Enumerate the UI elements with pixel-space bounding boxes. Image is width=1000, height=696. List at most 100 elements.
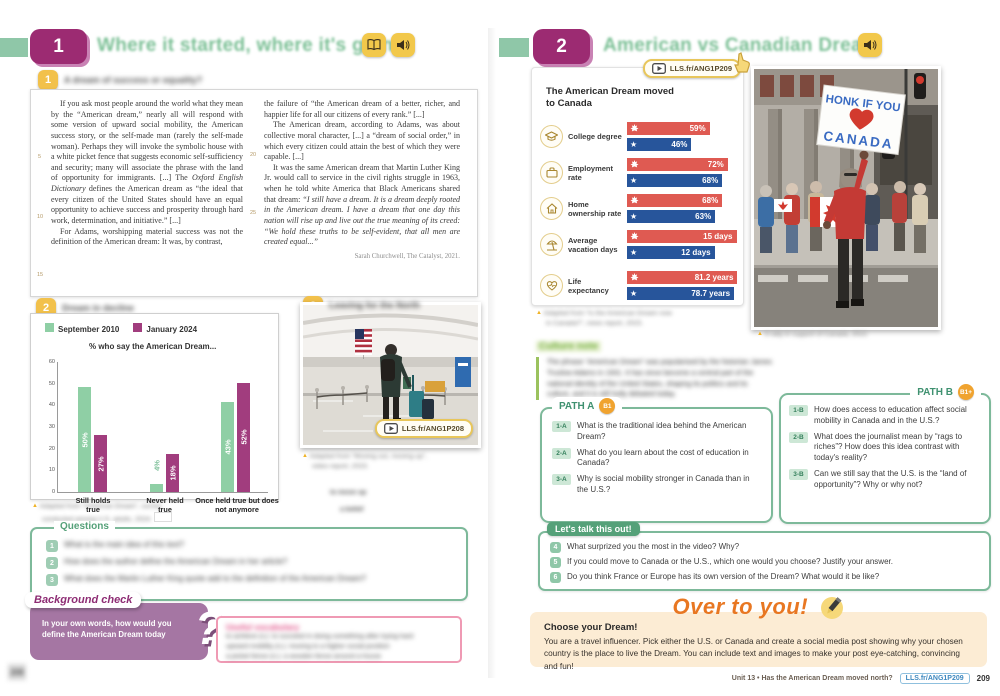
line-number: 5 bbox=[38, 154, 42, 160]
video-link-badge[interactable]: LLS.fr/ANG1P208 bbox=[374, 419, 473, 438]
bar-2024: 52% bbox=[237, 382, 250, 492]
path-question: 2-A What do you learn about the cost of e… bbox=[552, 447, 761, 470]
question-text: Why is social mobility stronger in Canad… bbox=[577, 474, 750, 494]
chart-title: % who say the American Dream... bbox=[89, 342, 217, 351]
infographic-caption-line2: in Canada?”, news report, 2023. bbox=[546, 320, 644, 328]
usa-bar: ★ 68% bbox=[627, 174, 723, 187]
passage-text: the failure of “the American dream of a … bbox=[264, 99, 460, 119]
page-number-right: 209 bbox=[976, 674, 990, 683]
star-icon: ★ bbox=[630, 288, 638, 298]
questions-box: Questions 1 What is the main idea of thi… bbox=[30, 521, 468, 601]
question-text: What is the traditional idea behind the … bbox=[577, 421, 747, 441]
culture-note-line: Truslow Adams in 1931. It has since beco… bbox=[547, 367, 754, 377]
maple-leaf-icon bbox=[630, 160, 639, 169]
bar-value: 68% bbox=[702, 176, 719, 185]
infographic-row: Employment rate 72% ★ 68% bbox=[540, 158, 735, 187]
bar-value: 59% bbox=[689, 124, 706, 133]
infographic-title: The American Dream moved to Canada bbox=[546, 86, 674, 110]
passage-text: The American dream, according to Adams, … bbox=[264, 120, 460, 162]
passage-text: If you ask most people around the world … bbox=[51, 99, 244, 183]
line-number: 15 bbox=[37, 272, 44, 278]
passage-text: For Adams, worshipping material success … bbox=[51, 226, 243, 247]
star-icon: ★ bbox=[630, 211, 638, 221]
bar-value: 52% bbox=[239, 429, 248, 445]
over-to-you-task: Choose your Dream! You are a travel infl… bbox=[530, 612, 987, 671]
lets-talk-box: Let's talk this out! 4 What surprized you… bbox=[538, 522, 991, 591]
triangle-marker: ▲ bbox=[757, 331, 763, 337]
video-link-text: LLS.fr/ANG1P209 bbox=[669, 64, 732, 73]
canada-rally-photo: HONK IF YOU CANADA bbox=[751, 66, 941, 330]
row-label: Employment rate bbox=[568, 163, 614, 182]
triangle-marker: ▲ bbox=[32, 503, 38, 509]
us-flag bbox=[355, 329, 372, 359]
bar-value: 27% bbox=[96, 456, 105, 472]
background-check-body: In your own words, how would you define … bbox=[42, 619, 172, 640]
canada-usa-infographic: LLS.fr/ANG1P209 The American Dream moved… bbox=[531, 52, 750, 306]
y-tick: 10 bbox=[48, 467, 55, 473]
culture-note-line: The phrase “American Dream” was populari… bbox=[547, 357, 772, 366]
y-tick: 50 bbox=[48, 381, 55, 387]
question-text: How does access to education affect soci… bbox=[814, 405, 967, 425]
book-icon bbox=[362, 33, 386, 57]
question-number: 3-B bbox=[789, 468, 808, 480]
bar-2010: 4% bbox=[150, 460, 163, 492]
question-number: 1 bbox=[46, 540, 58, 552]
infographic-row: College degree 59% ★ 46% bbox=[540, 122, 735, 151]
row-label: Home ownership rate bbox=[568, 199, 622, 218]
header-accent-left bbox=[0, 38, 28, 57]
culture-note: Culture note The phrase “American Dream”… bbox=[536, 336, 847, 401]
photo2-caption: ▲ A rally in support of Canada, 2022. bbox=[757, 330, 932, 340]
question-number: 2-A bbox=[552, 447, 571, 459]
video-link-badge[interactable]: LLS.fr/ANG1P209 bbox=[642, 59, 741, 78]
vocabulary-line: to achieve (v.): to succeed in doing som… bbox=[226, 633, 414, 640]
chart-plot-area: 60 50 40 30 20 10 0 50% 27% 4% 18% 43% 5… bbox=[49, 359, 279, 514]
culture-note-line: national identity of the United States, … bbox=[547, 378, 748, 388]
photo2-caption-text: A rally in support of Canada, 2022. bbox=[764, 331, 869, 338]
path-a-label: PATH A bbox=[559, 400, 595, 412]
line-number: 20 bbox=[250, 152, 257, 158]
bar-value: 81.2 years bbox=[694, 273, 734, 282]
bar-chart: September 2010 January 2024 % who say th… bbox=[30, 313, 279, 514]
path-question: 3-A Why is social mobility stronger in Ca… bbox=[552, 474, 761, 496]
bar-2024: 18% bbox=[166, 454, 179, 492]
bar-value: 18% bbox=[168, 465, 177, 481]
bar-group-once-held: 43% 52% bbox=[221, 382, 250, 492]
activity1-title: A dream of success or equality? bbox=[64, 75, 203, 85]
infographic-caption: ▲ Adapted from “Is the American Dream no… bbox=[536, 309, 746, 329]
video-link-text: LLS.fr/ANG1P208 bbox=[401, 424, 464, 433]
passage-quote-italic: “I still have a dream. It is a dream dee… bbox=[264, 194, 460, 247]
talk-question: 5 If you could move to Canada or the U.S.… bbox=[550, 557, 979, 568]
bar-value: 50% bbox=[80, 431, 89, 448]
legend-swatch-purple bbox=[133, 323, 143, 332]
infographic-row: Home ownership rate 68% ★ 63% bbox=[540, 194, 735, 223]
line-number: 25 bbox=[250, 210, 257, 216]
question-text: What do you learn about the cost of educ… bbox=[577, 447, 749, 468]
question-text: How does the author define the American … bbox=[64, 557, 288, 566]
line-number: 10 bbox=[37, 214, 44, 220]
question-number: 4 bbox=[550, 542, 561, 553]
lets-talk-label: Let's talk this out! bbox=[547, 522, 640, 536]
photo1-caption-line2: video report, 2023. bbox=[312, 463, 369, 471]
row-label: College degree bbox=[568, 132, 622, 141]
canada-bar: 72% bbox=[627, 158, 728, 171]
question-text: If you could move to Canada or the U.S.,… bbox=[567, 557, 893, 566]
row-label: Average vacation days bbox=[568, 235, 618, 254]
question-row: 3 What does the Martin Luther King quote… bbox=[46, 574, 454, 586]
star-icon: ★ bbox=[630, 175, 638, 185]
passage-italic: Oxford English Dictionary bbox=[51, 173, 244, 193]
page-divider bbox=[488, 28, 496, 678]
legend-item-2010: September 2010 bbox=[45, 323, 119, 334]
footer-link-badge[interactable]: LLS.fr/ANG1P209 bbox=[899, 673, 970, 684]
vocabulary-line: a picket fence (n.): a wooden fence arou… bbox=[226, 652, 381, 660]
caption-link-chip bbox=[153, 512, 172, 523]
background-check-title: Background check bbox=[25, 592, 142, 608]
maple-leaf-icon bbox=[630, 232, 639, 241]
photo1-note1: to move up bbox=[330, 489, 367, 496]
vocabulary-box: Useful vocabulary to achieve (v.): to su… bbox=[216, 616, 462, 663]
background-check-box: Background check In your own words, how … bbox=[25, 592, 223, 660]
talk-question: 6 Do you think France or Europe has its o… bbox=[550, 572, 979, 583]
maple-leaf-icon bbox=[630, 273, 639, 282]
y-tick: 0 bbox=[51, 489, 55, 495]
question-text: What does the journalist mean by “rags t… bbox=[814, 431, 963, 463]
graduation-cap-icon bbox=[540, 125, 563, 148]
